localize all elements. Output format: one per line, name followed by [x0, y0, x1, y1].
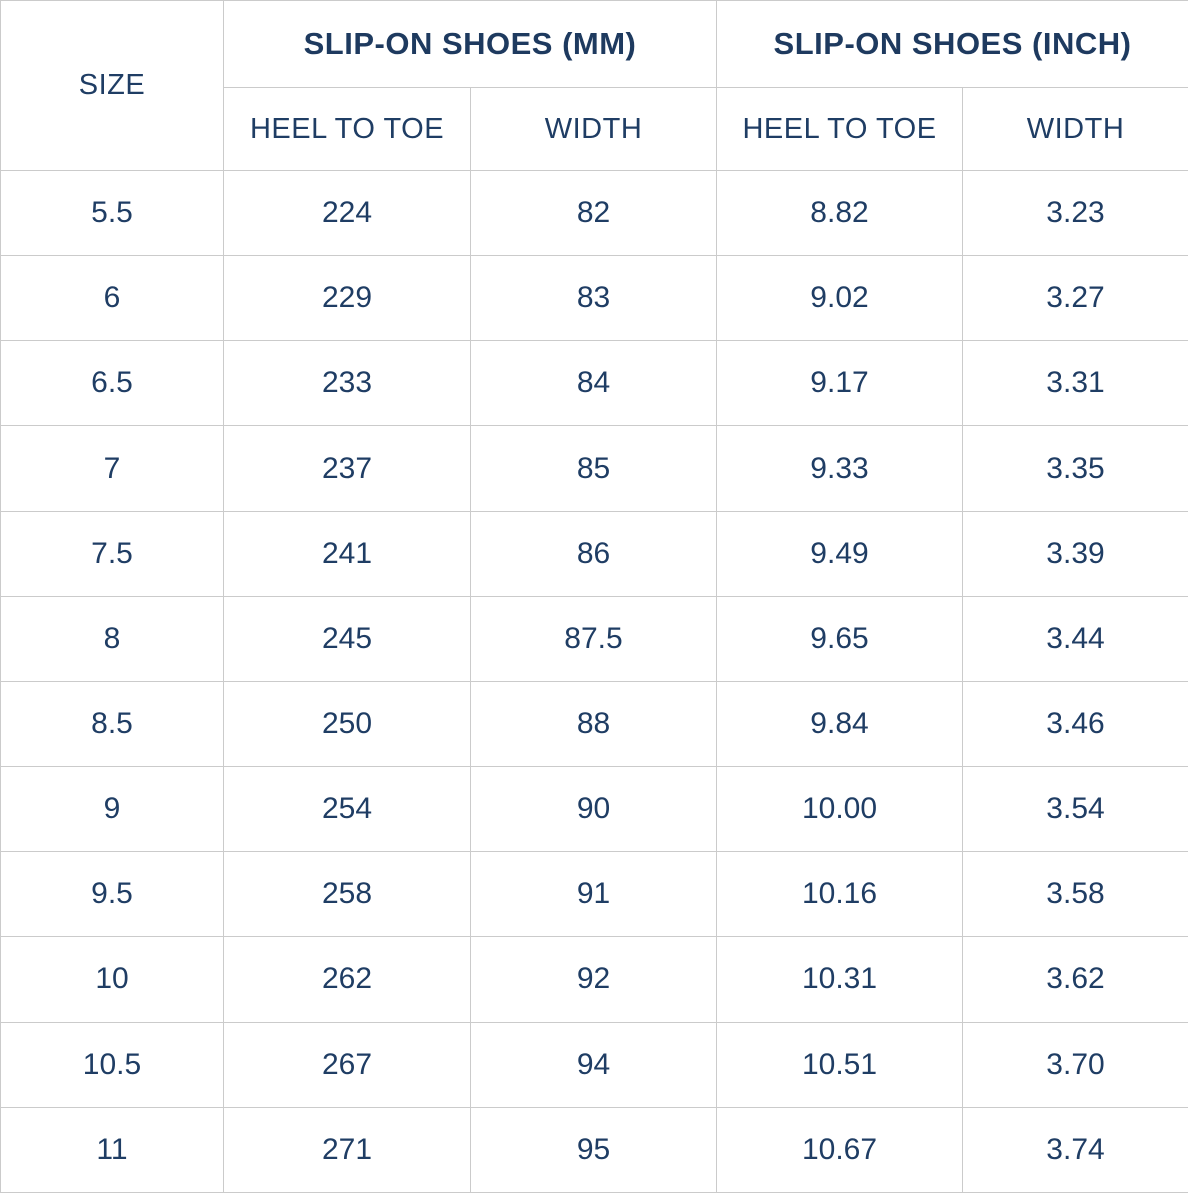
inch-width-cell: 3.44	[962, 595, 1188, 682]
size-cell: 9.5	[0, 851, 224, 938]
inch-heel-to-toe-cell: 10.00	[716, 766, 963, 853]
mm-width-cell: 95	[470, 1106, 717, 1193]
table-body: 5.5 224 82 8.82 3.23 6 229 83 9.02 3.27 6.5 233 84 9.…	[0, 169, 1188, 1193]
table-row: 8 245 87.5 9.65 3.44	[0, 595, 1188, 682]
size-cell: 7	[0, 425, 224, 512]
table-row: 6 229 83 9.02 3.27	[0, 255, 1188, 342]
mm-width-cell: 82	[470, 169, 717, 257]
size-cell: 7.5	[0, 510, 224, 597]
inch-heel-to-toe-header: HEEL TO TOE	[716, 87, 963, 171]
inch-heel-to-toe-cell: 9.02	[716, 255, 963, 342]
inch-width-cell: 3.62	[962, 936, 1188, 1023]
size-cell: 10	[0, 936, 224, 1023]
inch-heel-to-toe-cell: 10.16	[716, 851, 963, 938]
mm-heel-to-toe-cell: 229	[223, 255, 471, 342]
inch-heel-to-toe-cell: 10.31	[716, 936, 963, 1023]
inch-width-cell: 3.35	[962, 425, 1188, 512]
inch-width-cell: 3.74	[962, 1106, 1188, 1193]
inch-heel-to-toe-cell: 9.84	[716, 680, 963, 768]
size-cell: 5.5	[0, 169, 224, 257]
mm-width-cell: 94	[470, 1021, 717, 1108]
mm-width-cell: 88	[470, 680, 717, 768]
mm-heel-to-toe-cell: 237	[223, 425, 471, 512]
table-row: 7.5 241 86 9.49 3.39	[0, 510, 1188, 597]
mm-heel-to-toe-cell: 245	[223, 595, 471, 682]
mm-heel-to-toe-cell: 262	[223, 936, 471, 1023]
size-cell: 8.5	[0, 680, 224, 768]
size-column-header: SIZE	[0, 0, 224, 171]
inch-heel-to-toe-cell: 10.51	[716, 1021, 963, 1108]
inch-width-cell: 3.39	[962, 510, 1188, 597]
mm-width-cell: 87.5	[470, 595, 717, 682]
mm-width-cell: 90	[470, 766, 717, 853]
size-cell: 9	[0, 766, 224, 853]
table-row: 6.5 233 84 9.17 3.31	[0, 340, 1188, 427]
mm-width-cell: 83	[470, 255, 717, 342]
mm-heel-to-toe-header: HEEL TO TOE	[223, 87, 471, 171]
inch-width-header: WIDTH	[962, 87, 1188, 171]
mm-heel-to-toe-cell: 241	[223, 510, 471, 597]
table-row: 11 271 95 10.67 3.74	[0, 1106, 1188, 1193]
mm-heel-to-toe-cell: 254	[223, 766, 471, 853]
table-row: 10.5 267 94 10.51 3.70	[0, 1021, 1188, 1108]
size-cell: 10.5	[0, 1021, 224, 1108]
inch-heel-to-toe-cell: 9.49	[716, 510, 963, 597]
mm-heel-to-toe-cell: 258	[223, 851, 471, 938]
size-cell: 8	[0, 595, 224, 682]
inch-group-header: SLIP-ON SHOES (INCH)	[716, 0, 1188, 88]
mm-heel-to-toe-cell: 224	[223, 169, 471, 257]
mm-heel-to-toe-cell: 271	[223, 1106, 471, 1193]
mm-width-cell: 84	[470, 340, 717, 427]
table-row: 5.5 224 82 8.82 3.23	[0, 169, 1188, 257]
inch-width-cell: 3.27	[962, 255, 1188, 342]
inch-width-cell: 3.23	[962, 169, 1188, 257]
inch-heel-to-toe-cell: 9.17	[716, 340, 963, 427]
mm-width-header: WIDTH	[470, 87, 717, 171]
inch-heel-to-toe-cell: 8.82	[716, 169, 963, 257]
size-cell: 6	[0, 255, 224, 342]
table-header: SIZE SLIP-ON SHOES (MM) SLIP-ON SHOES (I…	[0, 0, 1188, 171]
inch-width-cell: 3.46	[962, 680, 1188, 768]
mm-heel-to-toe-cell: 250	[223, 680, 471, 768]
inch-heel-to-toe-cell: 9.65	[716, 595, 963, 682]
table-row: 10 262 92 10.31 3.62	[0, 936, 1188, 1023]
inch-width-cell: 3.58	[962, 851, 1188, 938]
mm-width-cell: 86	[470, 510, 717, 597]
inch-width-cell: 3.31	[962, 340, 1188, 427]
inch-width-cell: 3.70	[962, 1021, 1188, 1108]
table-row: 9 254 90 10.00 3.54	[0, 766, 1188, 853]
mm-width-cell: 91	[470, 851, 717, 938]
mm-group-header: SLIP-ON SHOES (MM)	[223, 0, 717, 88]
inch-heel-to-toe-cell: 10.67	[716, 1106, 963, 1193]
mm-heel-to-toe-cell: 267	[223, 1021, 471, 1108]
size-cell: 6.5	[0, 340, 224, 427]
inch-width-cell: 3.54	[962, 766, 1188, 853]
table-row: 9.5 258 91 10.16 3.58	[0, 851, 1188, 938]
table-row: 8.5 250 88 9.84 3.46	[0, 680, 1188, 768]
mm-width-cell: 92	[470, 936, 717, 1023]
mm-heel-to-toe-cell: 233	[223, 340, 471, 427]
size-cell: 11	[0, 1106, 224, 1193]
mm-width-cell: 85	[470, 425, 717, 512]
table-row: 7 237 85 9.33 3.35	[0, 425, 1188, 512]
inch-heel-to-toe-cell: 9.33	[716, 425, 963, 512]
